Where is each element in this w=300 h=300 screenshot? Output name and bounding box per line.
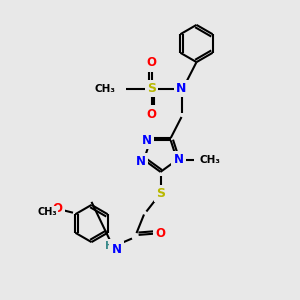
Text: S: S [156, 187, 165, 200]
Text: O: O [146, 56, 157, 70]
Text: O: O [146, 107, 157, 121]
Text: N: N [111, 243, 122, 256]
Text: CH₃: CH₃ [94, 83, 116, 94]
Text: H: H [105, 241, 114, 251]
Text: O: O [52, 202, 62, 215]
Text: N: N [176, 82, 187, 95]
Text: CH₃: CH₃ [38, 207, 57, 218]
Text: N: N [136, 155, 146, 168]
Text: S: S [147, 82, 156, 95]
Text: N: N [173, 153, 184, 167]
Text: CH₃: CH₃ [200, 155, 220, 165]
Text: N: N [142, 134, 152, 147]
Text: O: O [155, 227, 166, 240]
